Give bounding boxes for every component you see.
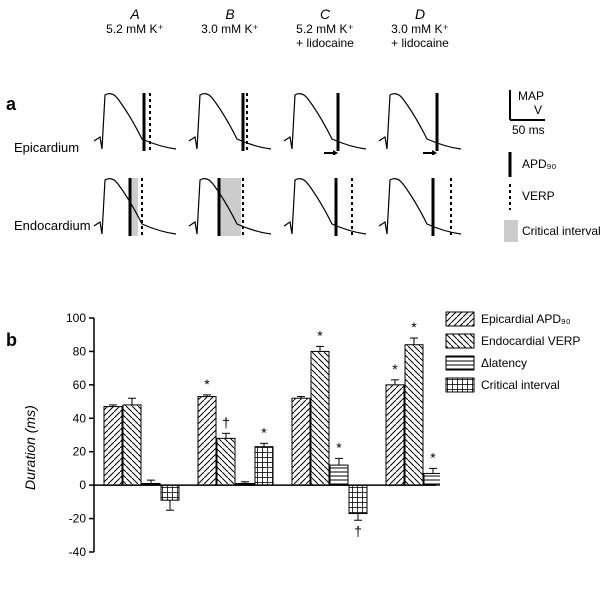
scale-map: MAP bbox=[518, 89, 544, 103]
svg-text:-40: -40 bbox=[69, 545, 87, 559]
col-header-3: D bbox=[375, 6, 465, 22]
legend-item-3: Critical interval bbox=[445, 377, 580, 393]
col-sub-1: 3.0 mM K⁺ bbox=[185, 22, 275, 36]
svg-text:*: * bbox=[317, 327, 323, 343]
svg-text:40: 40 bbox=[73, 411, 87, 425]
svg-text:20: 20 bbox=[73, 445, 87, 459]
col-header-2: C bbox=[280, 6, 370, 22]
key-apd: APD₉₀ bbox=[522, 157, 556, 171]
svg-text:*: * bbox=[430, 449, 436, 465]
svg-text:*: * bbox=[336, 439, 342, 455]
col-sub-0: 5.2 mM K⁺ bbox=[90, 22, 180, 36]
trace-r1-c1 bbox=[185, 170, 275, 240]
scale-v: V bbox=[534, 103, 542, 117]
trace-r1-c2 bbox=[280, 170, 370, 240]
col-header-1: B bbox=[185, 6, 275, 22]
svg-text:100: 100 bbox=[66, 311, 86, 325]
svg-text:*: * bbox=[392, 361, 398, 377]
trace-r0-c2 bbox=[280, 85, 370, 155]
svg-text:†: † bbox=[354, 523, 362, 539]
trace-r1-c3 bbox=[375, 170, 465, 240]
col-sub-3: 3.0 mM K⁺ + lidocaine bbox=[375, 22, 465, 50]
trace-r0-c1 bbox=[185, 85, 275, 155]
svg-text:80: 80 bbox=[73, 344, 87, 358]
legend-item-2: Δlatency bbox=[445, 355, 580, 371]
row-label-endo: Endocardium bbox=[14, 218, 91, 233]
scale-key-block: MAP V 50 ms APD₉₀ VERP Critical interval bbox=[480, 82, 600, 267]
row-label-epi: Epicardium bbox=[14, 140, 79, 155]
scale-time: 50 ms bbox=[512, 123, 545, 137]
key-critical: Critical interval bbox=[522, 224, 600, 238]
svg-text:*: * bbox=[261, 424, 267, 440]
legend-label-0: Epicardial APD₉₀ bbox=[481, 312, 571, 326]
svg-text:60: 60 bbox=[73, 378, 87, 392]
legend-label-1: Endocardial VERP bbox=[481, 334, 580, 348]
chart-legend: Epicardial APD₉₀ Endocardial VERP Δlatency… bbox=[445, 293, 580, 399]
trace-r1-c0 bbox=[90, 170, 180, 240]
svg-text:*: * bbox=[204, 376, 210, 392]
trace-r0-c3 bbox=[375, 85, 465, 155]
key-verp: VERP bbox=[522, 189, 555, 203]
bar-chart: -40-20020406080100*†***†***† bbox=[60, 310, 440, 565]
trace-r0-c0 bbox=[90, 85, 180, 155]
y-axis-label: Duration (ms) bbox=[22, 405, 38, 490]
panel-a-label: a bbox=[6, 94, 16, 115]
svg-text:0: 0 bbox=[79, 478, 86, 492]
legend-label-2: Δlatency bbox=[481, 356, 527, 370]
legend-item-0: Epicardial APD₉₀ bbox=[445, 311, 580, 327]
svg-text:†: † bbox=[222, 414, 230, 430]
col-sub-2: 5.2 mM K⁺ + lidocaine bbox=[280, 22, 370, 50]
svg-text:-20: -20 bbox=[69, 512, 87, 526]
svg-text:*: * bbox=[411, 319, 417, 335]
legend-label-3: Critical interval bbox=[481, 378, 560, 392]
legend-item-1: Endocardial VERP bbox=[445, 333, 580, 349]
col-header-0: A bbox=[90, 6, 180, 22]
panel-b-label: b bbox=[6, 330, 17, 351]
